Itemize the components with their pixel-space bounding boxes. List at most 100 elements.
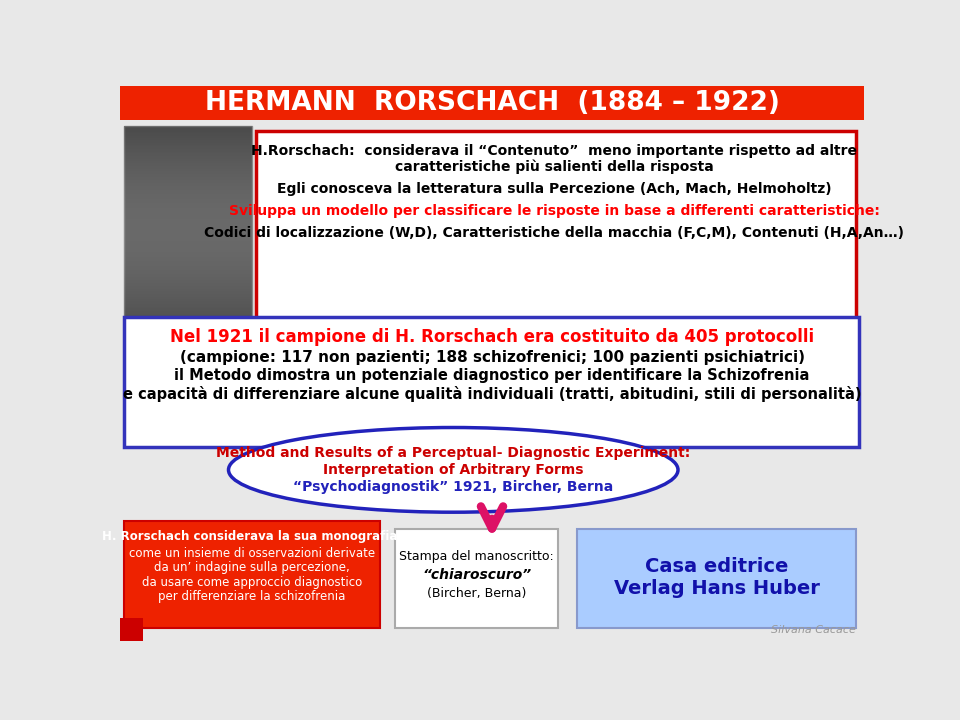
Bar — [124, 164, 252, 165]
Bar — [124, 294, 252, 295]
Bar — [124, 259, 252, 260]
Bar — [124, 301, 252, 302]
Bar — [124, 321, 252, 322]
Ellipse shape — [228, 428, 678, 512]
Bar — [124, 326, 252, 327]
Bar — [124, 146, 252, 147]
Bar — [124, 131, 252, 132]
FancyBboxPatch shape — [124, 127, 252, 333]
Bar — [124, 129, 252, 130]
Text: Method and Results of a Perceptual- Diagnostic Experiment:: Method and Results of a Perceptual- Diag… — [216, 446, 690, 460]
Bar — [124, 323, 252, 324]
Bar — [124, 127, 252, 128]
Bar — [124, 143, 252, 144]
Bar — [124, 225, 252, 226]
Bar — [124, 277, 252, 278]
Text: caratteristiche più salienti della risposta: caratteristiche più salienti della rispo… — [395, 159, 713, 174]
Bar — [124, 223, 252, 224]
Bar — [124, 306, 252, 307]
Text: come un insieme di osservazioni derivate: come un insieme di osservazioni derivate — [129, 546, 374, 559]
Bar — [124, 298, 252, 299]
Bar — [124, 242, 252, 243]
Bar — [124, 157, 252, 158]
Bar — [124, 205, 252, 206]
Bar — [124, 204, 252, 205]
FancyBboxPatch shape — [124, 318, 858, 446]
Bar — [124, 174, 252, 175]
Bar — [124, 191, 252, 192]
Bar — [124, 305, 252, 306]
Bar — [124, 229, 252, 230]
Bar — [124, 322, 252, 323]
Bar — [124, 324, 252, 325]
Bar — [124, 250, 252, 251]
Bar — [124, 260, 252, 261]
Bar — [124, 309, 252, 310]
Bar — [124, 312, 252, 313]
Bar — [124, 193, 252, 194]
Bar — [124, 272, 252, 273]
Bar — [124, 160, 252, 161]
Bar — [124, 192, 252, 193]
Bar — [124, 273, 252, 274]
Text: Sviluppa un modello per classificare le risposte in base a differenti caratteris: Sviluppa un modello per classificare le … — [228, 204, 879, 218]
Bar — [124, 161, 252, 162]
Bar — [124, 224, 252, 225]
Bar — [124, 206, 252, 207]
Bar — [124, 133, 252, 134]
Bar — [124, 238, 252, 239]
Bar — [124, 331, 252, 332]
Bar — [124, 222, 252, 223]
Bar — [124, 290, 252, 291]
Bar — [124, 295, 252, 296]
Bar — [124, 328, 252, 329]
Bar — [124, 257, 252, 258]
Bar — [124, 297, 252, 298]
Bar — [124, 265, 252, 266]
Bar — [124, 195, 252, 196]
Bar — [124, 207, 252, 208]
Bar — [124, 282, 252, 283]
Bar — [124, 215, 252, 216]
Text: da un’ indagine sulla percezione,: da un’ indagine sulla percezione, — [154, 561, 349, 574]
Bar — [124, 176, 252, 177]
Bar — [124, 285, 252, 286]
Bar — [124, 269, 252, 270]
Bar — [124, 199, 252, 200]
Bar — [124, 233, 252, 234]
Bar — [124, 283, 252, 284]
Text: Casa editrice: Casa editrice — [645, 557, 788, 575]
Bar — [124, 266, 252, 267]
Bar — [124, 212, 252, 213]
Bar — [124, 140, 252, 141]
Bar — [124, 168, 252, 169]
Text: H.Rorschach:  considerava il “Contenuto”  meno importante rispetto ad altre: H.Rorschach: considerava il “Contenuto” … — [251, 144, 857, 158]
Bar — [124, 267, 252, 268]
Bar — [124, 200, 252, 201]
Bar — [124, 158, 252, 159]
Bar — [124, 275, 252, 276]
Bar — [124, 292, 252, 293]
Bar — [124, 313, 252, 315]
Bar — [124, 237, 252, 238]
Bar — [124, 332, 252, 333]
Text: “Psychodiagnostik” 1921, Bircher, Berna: “Psychodiagnostik” 1921, Bircher, Berna — [293, 480, 613, 494]
Bar — [124, 173, 252, 174]
Bar — [124, 182, 252, 183]
Bar — [124, 167, 252, 168]
Bar — [124, 244, 252, 245]
Bar — [124, 184, 252, 185]
Bar — [124, 239, 252, 240]
Bar — [124, 264, 252, 265]
Bar — [124, 148, 252, 149]
Bar — [124, 310, 252, 311]
FancyBboxPatch shape — [124, 521, 379, 628]
Bar — [124, 293, 252, 294]
Text: (campione: 117 non pazienti; 188 schizofrenici; 100 pazienti psichiatrici): (campione: 117 non pazienti; 188 schizof… — [180, 350, 804, 365]
Bar — [124, 261, 252, 262]
Bar — [124, 245, 252, 246]
Bar — [124, 320, 252, 321]
Bar — [124, 141, 252, 142]
Bar — [124, 319, 252, 320]
Bar — [124, 169, 252, 171]
